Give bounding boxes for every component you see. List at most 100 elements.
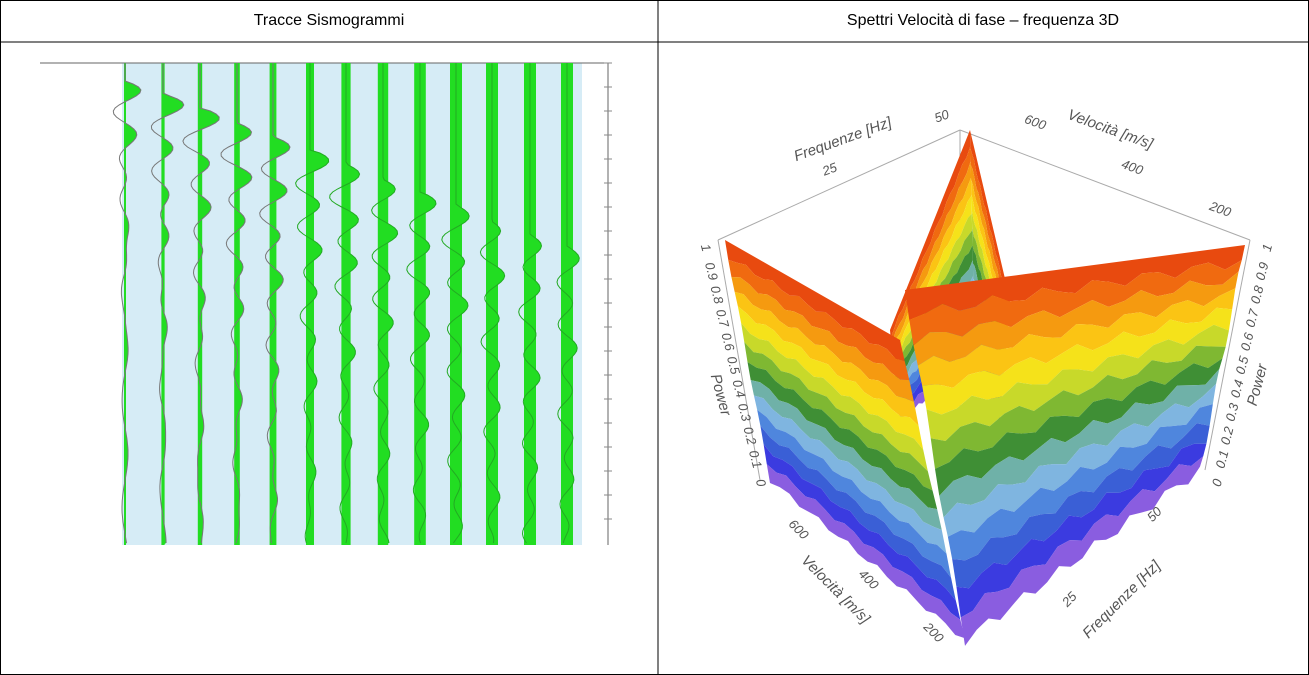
tick-label: 400 [856,566,882,592]
tick-label: 0 [1209,477,1226,489]
trace [479,63,506,544]
surface-band [905,245,1245,320]
trace-fill [237,63,252,545]
surface-band [731,277,914,402]
trace [295,63,330,544]
surface-band [970,148,1010,316]
surface-band [939,369,1220,518]
tick-label: 600 [786,516,812,542]
surface-band [970,130,1010,309]
trace-band [377,63,389,545]
tick-label: 0.3 [1222,401,1241,423]
surface-band [922,307,1233,415]
trace [518,63,543,544]
surface-band [760,425,956,601]
trace [259,63,291,544]
surface-band [909,260,1242,346]
surface-band [753,395,947,554]
tick-label: 0.9 [702,261,721,282]
trace-band [486,63,498,545]
trace [371,63,399,544]
surface-band [747,362,938,510]
trace-fill [273,63,290,545]
trace-fill [420,63,436,545]
tick-label: 25 [819,159,839,179]
tick-label: 50 [932,106,951,125]
surface-band [737,306,924,450]
surface-band [734,291,919,426]
trace [150,63,185,544]
surface-band [766,464,965,639]
axis-label: Frequenze [Hz] [792,114,895,165]
surface-band [728,259,910,381]
tick-label: 0.3 [735,402,754,424]
surface-band [913,271,1239,366]
tick-label: 0.2 [1217,424,1236,446]
tick-label: 600 [1023,111,1049,133]
tick-label: 400 [1120,156,1146,178]
surface-band [956,443,1207,618]
box-line [959,129,1251,241]
tick-label: 0.7 [1242,307,1261,329]
trace [182,63,220,544]
tick-label: 0.7 [713,308,732,330]
surface-band [757,409,952,578]
axis-label: Velocità [m/s] [1065,106,1156,153]
tick-label: 0.6 [1237,330,1256,352]
surface-band [930,345,1226,469]
surface-band [943,383,1217,537]
header: Spettri Velocità di fase – frequenza 3D [847,12,1119,29]
surface-band [763,444,961,620]
tick-label: 1 [698,242,714,253]
box-line [717,129,961,241]
surface-band [960,456,1204,646]
tick-label: 25 [1058,588,1080,610]
panel [122,63,582,545]
trace-band [161,63,165,545]
header: Tracce Sismogrammi [254,12,405,29]
tick-label: 200 [920,619,947,646]
surface-band [952,423,1210,589]
trace [329,63,361,544]
tick-label: 200 [1207,198,1234,220]
trace [556,63,580,544]
trace-fill [310,63,329,545]
trace-fill [567,63,580,545]
surface-band [926,324,1229,441]
trace-fill [456,63,470,545]
surface-band [725,240,905,361]
axis-label: Frequenze [Hz] [1079,557,1164,642]
box-line [717,239,761,481]
surface-band [744,342,933,491]
box-line [1204,239,1251,471]
trace-band [269,63,277,545]
tick-label: 0 [753,477,770,489]
surface-band [890,130,971,339]
tick-label: 0.5 [1232,354,1251,376]
trace [441,63,470,544]
tick-label: 0.4 [1227,378,1246,399]
tick-label: 0.2 [740,425,759,447]
axis-label: Velocità [m/s] [798,552,874,628]
trace-band [124,63,126,545]
tick-label: 0.4 [729,378,748,399]
trace [112,63,142,544]
trace-fill [383,63,398,545]
trace-fill [346,63,360,545]
axis-label: Power [707,372,735,418]
spectrum-3d [717,129,1251,646]
tick-label: 0.8 [707,284,726,306]
tick-label: 0.1 [746,449,765,470]
tick-label: 0.6 [718,331,737,353]
surface-band [741,322,928,472]
tick-label: 1 [1259,242,1275,253]
trace-fill [492,63,505,545]
trace [220,63,253,544]
tick-label: 0.8 [1247,283,1266,305]
tick-label: 0.5 [724,355,743,377]
surface-band [947,404,1213,561]
tick-label: 0.1 [1212,449,1231,470]
surface-band [750,380,942,530]
trace [406,63,437,544]
